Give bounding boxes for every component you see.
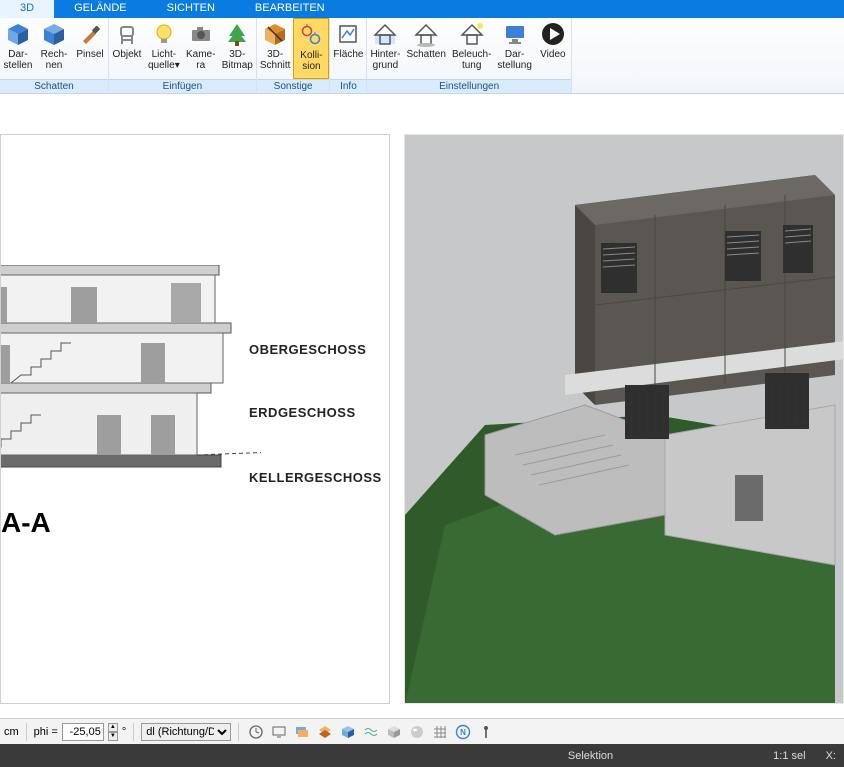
tool-cube2-icon[interactable]: [384, 722, 404, 742]
bottom-toolbar: cm phi = ▲▼ ° dl (Richtung/Di N: [0, 718, 844, 744]
camera-icon: [187, 20, 215, 48]
ribbon-btn-label: Licht- quelle▾: [148, 49, 180, 71]
house-bg-icon: [371, 20, 399, 48]
ribbon-group-schatten: Dar- stellen Rech- nen Pinsel Schatten: [0, 18, 109, 93]
ribbon-group-einfügen: Objekt Licht- quelle▾ Kame- ra 3D- Bitmap Ei…: [109, 18, 257, 93]
ribbon-group-label: Einstellungen: [367, 79, 570, 93]
collision-icon: [297, 21, 325, 49]
pane-splitter[interactable]: [390, 96, 404, 718]
floor-label-eg: ERDGESCHOSS: [249, 405, 356, 420]
tab-bearbeiten[interactable]: BEARBEITEN: [235, 0, 345, 18]
tab-gelände[interactable]: GELÄNDE: [54, 0, 147, 18]
tool-stack-icon[interactable]: [292, 722, 312, 742]
workspace: OBERGESCHOSS ERDGESCHOSS KELLERGESCHOSS …: [0, 94, 844, 718]
ribbon-btn-schatten2[interactable]: Schatten: [403, 18, 448, 79]
play-icon: [539, 20, 567, 48]
status-scale: 1:1 sel: [773, 750, 805, 762]
ribbon-tabs: 3DGELÄNDESICHTENBEARBEITEN: [0, 0, 844, 18]
tool-sphere-icon[interactable]: [407, 722, 427, 742]
ribbon-group-label: Info: [330, 79, 366, 93]
house-light-icon: [458, 20, 486, 48]
phi-label: phi =: [34, 726, 58, 738]
ribbon-btn-pinsel[interactable]: Pinsel: [72, 18, 108, 79]
ribbon-btn-kamera[interactable]: Kame- ra: [183, 18, 219, 79]
ribbon-btn-label: Hinter- grund: [370, 49, 400, 71]
ribbon-group-label: Einfügen: [109, 79, 256, 93]
ribbon-btn-label: Dar- stellen: [4, 49, 33, 71]
tool-layers-icon[interactable]: [315, 722, 335, 742]
render-3d: [405, 135, 844, 704]
ribbon-btn-darstellen[interactable]: Dar- stellen: [0, 18, 36, 79]
ribbon-btn-bitmap3d[interactable]: 3D- Bitmap: [219, 18, 256, 79]
ribbon-btn-label: Beleuch- tung: [452, 49, 491, 71]
ribbon-btn-label: Schatten: [406, 49, 445, 60]
ribbon-btn-beleuchtung[interactable]: Beleuch- tung: [449, 18, 494, 79]
ribbon-btn-label: Rech- nen: [41, 49, 68, 71]
ribbon-group-info: Fläche Info: [330, 18, 367, 93]
tool-N-icon[interactable]: N: [453, 722, 473, 742]
ribbon-btn-objekt[interactable]: Objekt: [109, 18, 145, 79]
section-drawing: [0, 265, 261, 495]
ribbon-btn-label: Kolli- sion: [300, 50, 322, 72]
section-title: A-A: [1, 507, 51, 539]
house-shadow-icon: [412, 20, 440, 48]
svg-text:N: N: [460, 728, 466, 737]
ribbon-btn-label: 3D- Bitmap: [222, 49, 253, 71]
render-pane[interactable]: [404, 134, 844, 704]
phi-suffix: °: [122, 726, 126, 738]
tab-3d[interactable]: 3D: [0, 0, 54, 18]
floor-label-og: OBERGESCHOSS: [249, 342, 366, 357]
tool-monitor-icon[interactable]: [269, 722, 289, 742]
ribbon-btn-kollision[interactable]: Kolli- sion: [293, 18, 329, 79]
tool-grid-icon[interactable]: [430, 722, 450, 742]
scroll-thumb[interactable]: [389, 365, 390, 425]
ribbon-btn-flaeche[interactable]: Fläche: [330, 18, 366, 79]
ribbon-group-sonstige: 3D- Schnitt Kolli- sion Sonstige: [257, 18, 331, 93]
ribbon-btn-label: Dar- stellung: [497, 49, 531, 71]
tab-sichten[interactable]: SICHTEN: [147, 0, 235, 18]
unit-label: cm: [4, 726, 19, 738]
phi-input[interactable]: [62, 723, 104, 741]
ribbon-btn-licht[interactable]: Licht- quelle▾: [145, 18, 183, 79]
ribbon-group-einstellungen: Hinter- grund Schatten Beleuch- tung Dar- s…: [367, 18, 571, 93]
section-pane[interactable]: OBERGESCHOSS ERDGESCHOSS KELLERGESCHOSS …: [0, 134, 390, 704]
ribbon-btn-label: Video: [540, 49, 565, 60]
cube-cut-icon: [261, 20, 289, 48]
status-coord: X:: [826, 750, 836, 762]
chair-icon: [113, 20, 141, 48]
area-icon: [334, 20, 362, 48]
tool-clock-icon[interactable]: [246, 722, 266, 742]
ribbon-btn-video[interactable]: Video: [535, 18, 571, 79]
tool-waves-icon[interactable]: [361, 722, 381, 742]
ribbon-btn-label: Fläche: [333, 49, 363, 60]
cube-blue-icon: [4, 20, 32, 48]
ribbon-btn-darstellung[interactable]: Dar- stellung: [494, 18, 534, 79]
ribbon: Dar- stellenRech- nenPinselSchattenObjek…: [0, 18, 844, 94]
ribbon-btn-hintergrund[interactable]: Hinter- grund: [367, 18, 403, 79]
ribbon-btn-label: Kame- ra: [186, 49, 215, 71]
ribbon-btn-label: 3D- Schnitt: [260, 49, 291, 71]
ribbon-btn-rechnen[interactable]: Rech- nen: [36, 18, 72, 79]
bulb-icon: [150, 20, 178, 48]
monitor-icon: [501, 20, 529, 48]
cube-blue-alt-icon: [40, 20, 68, 48]
tool-pin-icon[interactable]: [476, 722, 496, 742]
status-bar: Selektion 1:1 sel X:: [0, 744, 844, 767]
ribbon-group-label: Sonstige: [257, 79, 330, 93]
direction-combo[interactable]: dl (Richtung/Di: [141, 723, 231, 741]
ribbon-btn-label: Objekt: [113, 49, 142, 60]
ribbon-btn-label: Pinsel: [76, 49, 103, 60]
brush-icon: [76, 20, 104, 48]
floor-label-kg: KELLERGESCHOSS: [249, 470, 382, 485]
ribbon-btn-schnitt3d[interactable]: 3D- Schnitt: [257, 18, 294, 79]
ribbon-group-label: Schatten: [0, 79, 108, 93]
tool-cube1-icon[interactable]: [338, 722, 358, 742]
status-mode: Selektion: [568, 750, 613, 762]
phi-spinner[interactable]: ▲▼: [108, 723, 118, 741]
tree-icon: [223, 20, 251, 48]
